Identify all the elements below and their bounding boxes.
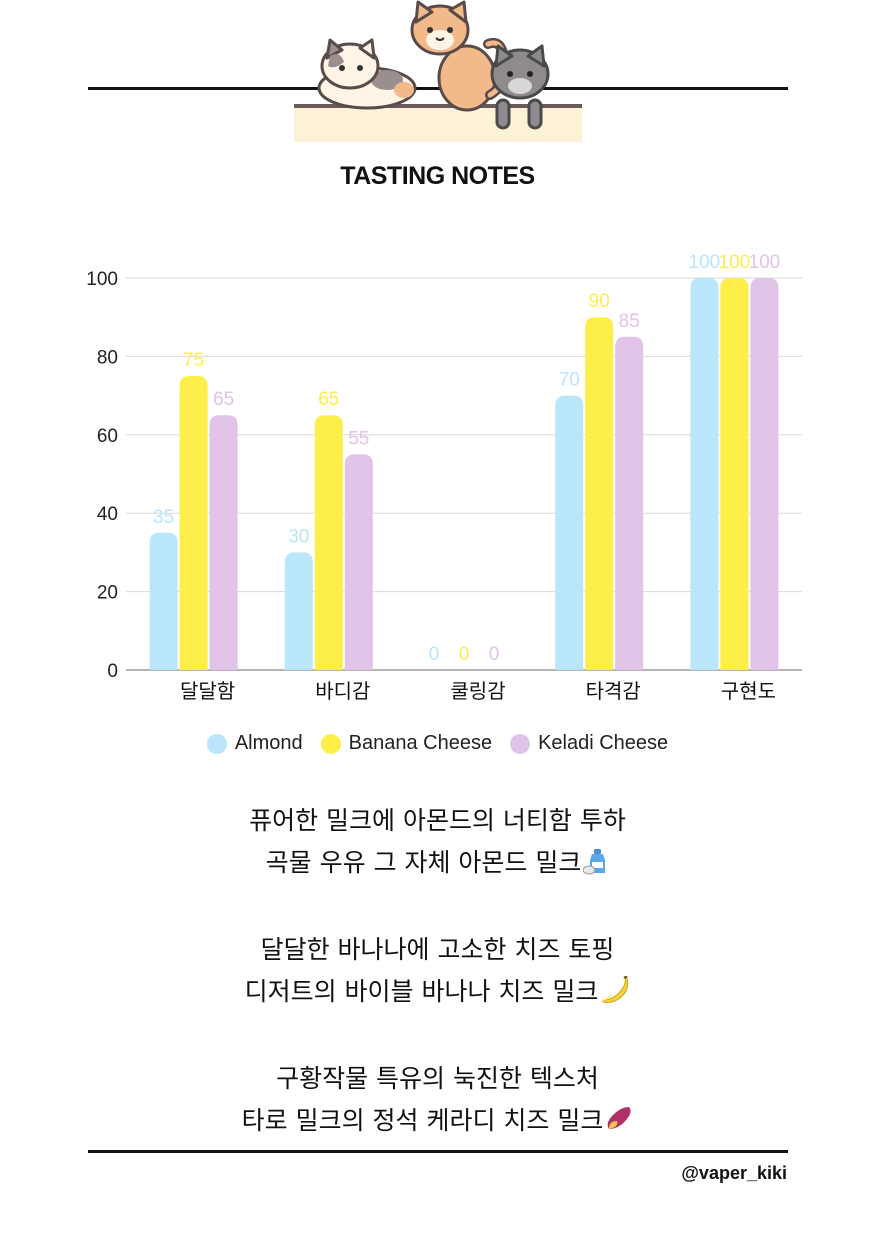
x-tick-label-1: 바디감: [315, 679, 370, 703]
data-label-keladi-cheese-1: 55: [348, 428, 369, 449]
note-almond-line-2: 곡물 우유 그 자체 아몬드 밀크: [265, 848, 582, 877]
note-keladi-line-1: 구황작물 특유의 눅진한 텍스처: [276, 1064, 599, 1093]
three-cats-icon: [294, 0, 582, 142]
data-label-almond-0: 35: [153, 507, 174, 528]
y-tick-label-0: 0: [107, 661, 118, 682]
page-title: TASTING NOTES: [340, 162, 535, 190]
data-label-banana-cheese-0: 75: [183, 350, 204, 371]
data-label-keladi-cheese-3: 85: [619, 311, 640, 332]
legend-label-almond: Almond: [234, 732, 303, 754]
author-handle: @vaper_kiki: [681, 1163, 787, 1183]
note-almond-line-2-wrap: 곡물 우유 그 자체 아몬드 밀크: [0, 842, 875, 884]
note-banana-line-1: 달달한 바나나에 고소한 치즈 토핑: [260, 935, 615, 964]
note-keladi-line-2: 타로 밀크의 정석 케라디 치즈 밀크: [241, 1106, 604, 1135]
legend-swatch-keladi-cheese: [510, 733, 531, 754]
y-tick-label-100: 100: [86, 269, 118, 290]
bar-keladi-cheese-0: [209, 415, 238, 670]
bar-keladi-cheese-3: [615, 336, 644, 670]
data-label-keladi-cheese-2: 0: [489, 644, 500, 665]
bar-banana-cheese-1: [314, 415, 343, 670]
data-label-almond-2: 0: [429, 644, 440, 665]
data-label-banana-cheese-3: 90: [589, 291, 610, 312]
bottom-divider: [88, 1150, 788, 1153]
sake-bottle-icon: [583, 849, 606, 875]
tasting-notes-text: 퓨어한 밀크에 아몬드의 너티함 투하 곡물 우유 그 자체 아몬드 밀크 달달…: [0, 800, 875, 1187]
note-keladi: 구황작물 특유의 눅진한 텍스처 타로 밀크의 정석 케라디 치즈 밀크: [0, 1058, 875, 1142]
y-tick-label-20: 20: [97, 583, 118, 604]
x-tick-label-0: 달달함: [180, 679, 235, 703]
data-label-almond-3: 70: [559, 370, 580, 391]
x-tick-label-4: 구현도: [721, 679, 776, 703]
data-label-almond-1: 30: [288, 526, 309, 547]
y-tick-label-60: 60: [97, 426, 118, 447]
bar-almond-1: [284, 552, 313, 670]
bar-keladi-cheese-4: [750, 278, 779, 670]
x-tick-label-2: 쿨링감: [450, 679, 505, 703]
note-keladi-line-2-wrap: 타로 밀크의 정석 케라디 치즈 밀크: [0, 1100, 875, 1142]
legend-swatch-almond: [206, 733, 227, 754]
legend-swatch-banana-cheese: [320, 733, 341, 754]
data-label-banana-cheese-1: 65: [318, 389, 339, 410]
bar-almond-0: [149, 532, 178, 670]
legend-item-banana-cheese: Banana Cheese: [320, 732, 493, 755]
note-banana: 달달한 바나나에 고소한 치즈 토핑 디저트의 바이블 바나나 치즈 밀크: [0, 929, 875, 1013]
y-tick-label-80: 80: [97, 347, 118, 368]
note-banana-line-2-wrap: 디저트의 바이블 바나나 치즈 밀크: [0, 971, 875, 1013]
bar-banana-cheese-0: [179, 376, 208, 670]
legend-label-banana-cheese: Banana Cheese: [348, 732, 493, 754]
bar-banana-cheese-3: [585, 317, 614, 670]
top-divider: [88, 87, 788, 90]
data-label-banana-cheese-4: 100: [719, 252, 751, 273]
sweet-potato-icon: [608, 1107, 631, 1129]
y-tick-label-40: 40: [97, 504, 118, 525]
bar-banana-cheese-4: [720, 278, 749, 670]
banana-icon: [602, 976, 629, 1003]
bar-almond-3: [555, 395, 584, 670]
x-tick-label-3: 타격감: [586, 679, 641, 703]
chart-legend: Almond Banana Cheese Keladi Cheese: [0, 732, 875, 755]
legend-item-almond: Almond: [206, 732, 303, 755]
legend-item-keladi-cheese: Keladi Cheese: [510, 732, 668, 755]
note-banana-line-2: 디저트의 바이블 바나나 치즈 밀크: [244, 977, 599, 1006]
data-label-almond-4: 100: [689, 252, 721, 273]
note-almond-line-1: 퓨어한 밀크에 아몬드의 너티함 투하: [249, 806, 626, 835]
bar-almond-4: [690, 278, 719, 670]
legend-label-keladi-cheese: Keladi Cheese: [538, 732, 669, 754]
data-label-keladi-cheese-4: 100: [749, 252, 781, 273]
bar-keladi-cheese-1: [344, 454, 373, 670]
data-label-keladi-cheese-0: 65: [213, 389, 234, 410]
data-label-banana-cheese-2: 0: [459, 644, 470, 665]
note-almond: 퓨어한 밀크에 아몬드의 너티함 투하 곡물 우유 그 자체 아몬드 밀크: [0, 800, 875, 884]
